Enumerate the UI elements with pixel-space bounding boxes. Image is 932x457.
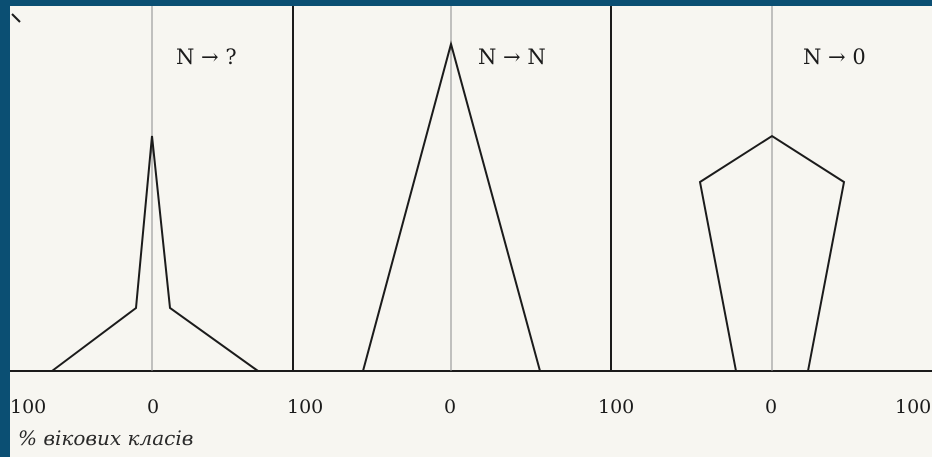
- tick-label: 100: [10, 396, 46, 418]
- panel-title-1: N → ?: [176, 45, 237, 69]
- pyramid-shape-3: [698, 134, 846, 372]
- corner-mark: [11, 13, 21, 23]
- panel-title-3: N → 0: [803, 45, 866, 69]
- tick-label: 0: [444, 396, 456, 418]
- panel-title-2: N → N: [478, 45, 546, 69]
- pyramid-shape-2: [362, 40, 541, 372]
- x-axis-caption: % вікових класів: [18, 426, 194, 450]
- tick-label: 100: [598, 396, 634, 418]
- diagram-paper: [10, 6, 932, 457]
- tick-label: 100: [287, 396, 323, 418]
- tick-label: 0: [765, 396, 777, 418]
- pyramid-shape-1: [51, 135, 259, 372]
- tick-label: 0: [147, 396, 159, 418]
- tick-label: 100: [895, 396, 931, 418]
